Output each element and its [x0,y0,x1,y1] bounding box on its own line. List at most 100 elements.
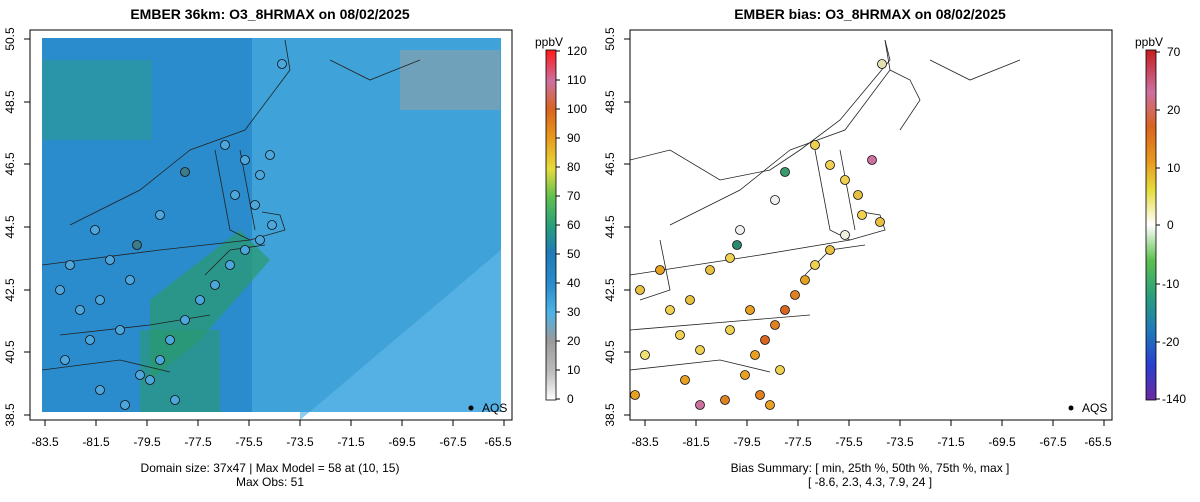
y-tick-label: 46.5 [3,152,17,176]
colorbar-ticks: 0 10 20 30 40 50 60 70 80 90 100 110 120 [556,44,587,406]
aqs-station-marker [180,315,190,325]
aqs-station-marker [125,275,135,285]
bias-station-marker [857,210,867,220]
y-axis: 38.5 40.5 42.5 44.5 46.5 48.5 50.5 [603,27,630,427]
aqs-legend-marker [468,405,474,411]
colorbar-tick-label: 0 [1167,218,1174,232]
aqs-station-marker [145,375,155,385]
y-tick-label: 44.5 [3,215,17,239]
y-tick-label: 46.5 [603,152,617,176]
y-tick-label: 38.5 [3,403,17,427]
bias-station-marker [875,217,885,227]
colorbar-tick-label: 80 [567,160,581,174]
aqs-station-marker [165,335,175,345]
aqs-legend-marker [1068,405,1074,411]
boundary-line [629,314,811,331]
y-tick-label: 42.5 [3,278,17,302]
y-tick-label: 44.5 [603,215,617,239]
y-tick-label: 50.5 [603,27,617,51]
boundary-line [629,239,851,276]
x-tick-label: -77.5 [784,435,812,449]
caption-line-1: Domain size: 37x47 | Max Model = 58 at (… [140,461,400,475]
caption-line-2: [ -8.6, 2.3, 4.3, 7.9, 24 ] [807,475,933,489]
aqs-station-marker [155,210,165,220]
bias-station-marker [760,335,770,345]
bias-station-marker [655,265,665,275]
aqs-station-marker [95,385,105,395]
x-tick-label: -83.5 [31,435,59,449]
colorbar-tick-label: 90 [567,131,581,145]
colorbar-unit: ppbV [535,35,563,49]
aqs-station-marker [240,245,250,255]
boundary-line [839,149,856,231]
plot-frame [29,29,513,421]
panel-title: EMBER 36km: O3_8HRMAX on 08/02/2025 [130,6,410,22]
boundary-line [639,239,671,301]
bias-map-plot: AQS -83.5 -81.5 -79.5 -77.5 -75.5 -73.5 … [603,27,1186,449]
bias-station-marker [825,160,835,170]
colorbar-tick-label: 10 [1167,161,1181,175]
aqs-station-marker [95,295,105,305]
aqs-station-marker [195,295,205,305]
aqs-station-marker [240,155,250,165]
aqs-station-marker [230,190,240,200]
boundary-line [889,69,921,131]
colorbar-tick-label: 20 [1167,103,1181,117]
model-gray-ne [400,50,500,110]
colorbar-unit: ppbV [1135,35,1163,49]
bias-station-marker [705,265,715,275]
model-map-plot: AQS -83.5 -81.5 -79.5 -77.5 -75.5 -73.5 … [3,27,587,449]
model-ocean-light [300,250,501,420]
colorbar-gradient [545,49,557,401]
bias-station-marker [755,390,765,400]
x-axis: -83.5 -81.5 -79.5 -77.5 -75.5 -73.5 -71.… [631,420,1112,449]
aqs-station-marker [135,370,145,380]
colorbar-tick-label: -10 [1162,277,1180,291]
bias-station-marker [725,253,735,263]
aqs-station-marker [90,225,100,235]
aqs-station-marker [250,200,260,210]
aqs-legend-label: AQS [482,401,507,415]
boundary-line [249,211,286,241]
y-tick-label: 40.5 [3,340,17,364]
bias-station-marker [810,140,820,150]
colorbar-tick-label: 50 [567,247,581,261]
aqs-station-marker [105,255,115,265]
y-tick-label: 42.5 [603,278,617,302]
boundary-line [41,359,171,373]
boundary-line [629,39,891,181]
bias-station-marker [775,365,785,375]
boundary-line [929,59,1021,81]
model-green-patch [42,60,152,140]
bias-station-marker [720,395,730,405]
x-tick-label: -75.5 [835,435,863,449]
y-axis: 38.5 40.5 42.5 44.5 46.5 48.5 50.5 [3,27,30,427]
colorbar-tick-label: 70 [567,189,581,203]
boundary-line [629,359,771,373]
bias-station-marker [867,155,877,165]
boundary-line [329,59,421,81]
y-tick-label: 40.5 [603,340,617,364]
aqs-station-marker [85,335,95,345]
boundary-line [69,149,191,226]
bias-station-marker [877,59,887,69]
bias-station-marker [675,330,685,340]
aqs-station-marker [75,305,85,315]
aqs-station-marker [170,395,180,405]
colorbar-tick-label: 70 [1167,45,1181,59]
bias-station-marker [695,345,705,355]
bias-station-marker [685,295,695,305]
bias-station-marker [735,225,745,235]
bias-station-marker [750,350,760,360]
colorbar: ppbV 70 20 10 0 -10 -20 -140 [1135,35,1186,406]
aqs-station-marker [267,220,277,230]
aqs-station-marker [155,355,165,365]
model-boundaries [41,39,421,373]
boundary-line [789,39,891,151]
colorbar-tick-label: 40 [567,276,581,290]
aqs-station-marker [55,285,65,295]
x-tick-label: -67.5 [1039,435,1067,449]
x-tick-label: -65.5 [484,435,512,449]
bias-station-marker [695,400,705,410]
colorbar-tick-label: -140 [1162,392,1186,406]
